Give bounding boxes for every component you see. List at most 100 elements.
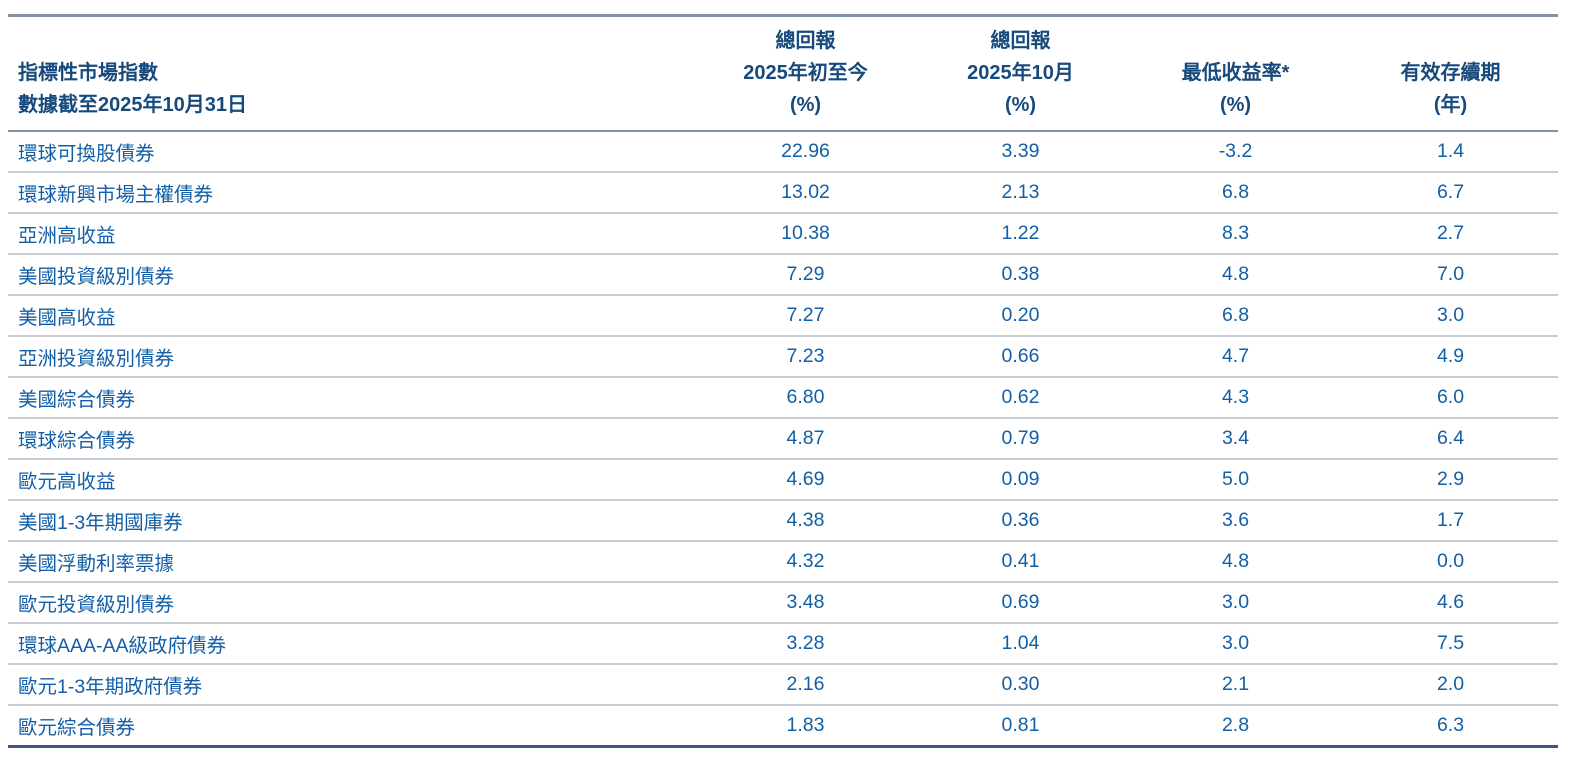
yield-to-worst-cell: 5.0 [1221,468,1250,490]
table-row: 美國高收益 7.27 0.20 6.8 3.0 [8,295,1558,336]
yield-to-worst-cell: 3.0 [1221,591,1250,613]
month-return-cell: 1.22 [1001,222,1040,244]
ytd-return-cell: 7.29 [786,263,825,285]
index-name-cell: 美國浮動利率票據 [18,553,175,575]
yield-to-worst-cell: 4.7 [1221,345,1250,367]
header-ytd-line1: 總回報 [775,30,836,52]
month-return-cell: 0.36 [1001,509,1040,531]
header-index-name: 指標性市場指數 數據截至2025年10月31日 [8,16,698,132]
table-row: 亞洲高收益 10.38 1.22 8.3 2.7 [8,213,1558,254]
index-name-cell: 環球綜合債券 [18,430,136,452]
duration-cell: 3.0 [1436,304,1465,326]
table-row: 環球新興市場主權債券 13.02 2.13 6.8 6.7 [8,172,1558,213]
ytd-return-cell: 2.16 [786,673,825,695]
benchmark-indices-table: 指標性市場指數 數據截至2025年10月31日 總回報 2025年初至今 (%)… [8,14,1558,748]
yield-to-worst-cell: 6.8 [1221,304,1250,326]
duration-cell: 7.5 [1436,632,1465,654]
month-return-cell: 3.39 [1001,140,1040,162]
ytd-return-cell: 13.02 [781,181,830,203]
duration-cell: 4.6 [1436,591,1465,613]
index-name-cell: 歐元綜合債券 [18,716,136,739]
month-return-cell: 0.66 [1001,345,1040,367]
header-index-name-line1: 指標性市場指數 [18,62,158,84]
index-name-cell: 美國高收益 [18,307,116,329]
month-return-cell: 0.69 [1001,591,1040,613]
duration-cell: 1.7 [1436,509,1465,531]
index-name-cell: 美國1-3年期國庫券 [18,512,183,534]
ytd-return-cell: 4.69 [786,468,825,490]
index-name-cell: 歐元高收益 [18,471,116,493]
ytd-return-cell: 7.23 [786,345,825,367]
index-name-cell: 環球可換股債券 [18,143,155,165]
table-row: 歐元高收益 4.69 0.09 5.0 2.9 [8,459,1558,500]
index-name-cell: 美國投資級別債券 [18,266,175,288]
index-name-cell: 亞洲高收益 [18,225,116,247]
month-return-cell: 0.09 [1001,468,1040,490]
table-body: 環球可換股債券 22.96 3.39 -3.2 1.4 環球新興市場主權債券 1… [8,131,1558,746]
header-month-line2: 2025年10月 [967,62,1074,84]
month-return-cell: 0.30 [1001,673,1040,695]
duration-cell: 6.3 [1436,713,1465,736]
index-name-cell: 歐元投資級別債券 [18,594,175,616]
table-row: 美國綜合債券 6.80 0.62 4.3 6.0 [8,377,1558,418]
month-return-cell: 0.79 [1001,427,1040,449]
header-duration-line2: (年) [1433,94,1468,116]
month-return-cell: 1.04 [1001,632,1040,654]
ytd-return-cell: 22.96 [781,140,830,162]
ytd-return-cell: 3.48 [786,591,825,613]
month-return-cell: 0.41 [1001,550,1040,572]
duration-cell: 2.9 [1436,468,1465,490]
duration-cell: 0.0 [1436,550,1465,572]
yield-to-worst-cell: 8.3 [1221,222,1250,244]
month-return-cell: 0.81 [1001,713,1040,736]
table-row: 亞洲投資級別債券 7.23 0.66 4.7 4.9 [8,336,1558,377]
header-month-line3: (%) [1004,94,1037,116]
yield-to-worst-cell: 3.6 [1221,509,1250,531]
ytd-return-cell: 10.38 [781,222,830,244]
table-header: 指標性市場指數 數據截至2025年10月31日 總回報 2025年初至今 (%)… [8,15,1558,132]
header-index-name-line2: 數據截至2025年10月31日 [18,94,247,116]
duration-cell: 7.0 [1436,263,1465,285]
yield-to-worst-cell: 2.8 [1221,713,1250,736]
duration-cell: 6.4 [1436,427,1465,449]
header-ytd-line3: (%) [789,94,822,116]
table-row: 歐元投資級別債券 3.48 0.69 3.0 4.6 [8,582,1558,623]
duration-cell: 1.4 [1436,140,1465,162]
month-return-cell: 0.20 [1001,304,1040,326]
header-ytw-line1: 最低收益率* [1181,62,1290,84]
yield-to-worst-cell: 4.8 [1221,263,1250,285]
table-row: 環球可換股債券 22.96 3.39 -3.2 1.4 [8,131,1558,172]
header-month-line1: 總回報 [990,30,1051,52]
header-total-return-ytd: 總回報 2025年初至今 (%) [698,16,913,132]
ytd-return-cell: 4.87 [786,427,825,449]
header-total-return-month: 總回報 2025年10月 (%) [913,16,1128,132]
duration-cell: 6.7 [1436,181,1465,203]
month-return-cell: 0.62 [1001,386,1040,408]
table-row: 美國1-3年期國庫券 4.38 0.36 3.6 1.7 [8,500,1558,541]
yield-to-worst-cell: 4.8 [1221,550,1250,572]
header-ytw-line2: (%) [1219,94,1252,116]
header-effective-duration: 有效存續期 (年) [1343,16,1558,132]
table-row: 環球綜合債券 4.87 0.79 3.4 6.4 [8,418,1558,459]
yield-to-worst-cell: 4.3 [1221,386,1250,408]
table-row: 歐元1-3年期政府債券 2.16 0.30 2.1 2.0 [8,664,1558,705]
duration-cell: 4.9 [1436,345,1465,367]
yield-to-worst-cell: 3.4 [1221,427,1250,449]
index-name-cell: 美國綜合債券 [18,389,136,411]
index-name-cell: 歐元1-3年期政府債券 [18,676,203,698]
yield-to-worst-cell: 3.0 [1221,632,1250,654]
table-row: 美國浮動利率票據 4.32 0.41 4.8 0.0 [8,541,1558,582]
ytd-return-cell: 3.28 [786,632,825,654]
header-yield-to-worst: 最低收益率* (%) [1128,16,1343,132]
duration-cell: 6.0 [1436,386,1465,408]
table-row: 環球AAA-AA級政府債券 3.28 1.04 3.0 7.5 [8,623,1558,664]
yield-to-worst-cell: -3.2 [1218,140,1253,162]
duration-cell: 2.0 [1436,673,1465,695]
table-row: 美國投資級別債券 7.29 0.38 4.8 7.0 [8,254,1558,295]
header-ytd-line2: 2025年初至今 [743,62,868,84]
table-row: 歐元綜合債券 1.83 0.81 2.8 6.3 [8,705,1558,746]
index-name-cell: 環球新興市場主權債券 [18,184,214,206]
header-duration-line1: 有效存續期 [1400,62,1501,84]
yield-to-worst-cell: 2.1 [1221,673,1250,695]
